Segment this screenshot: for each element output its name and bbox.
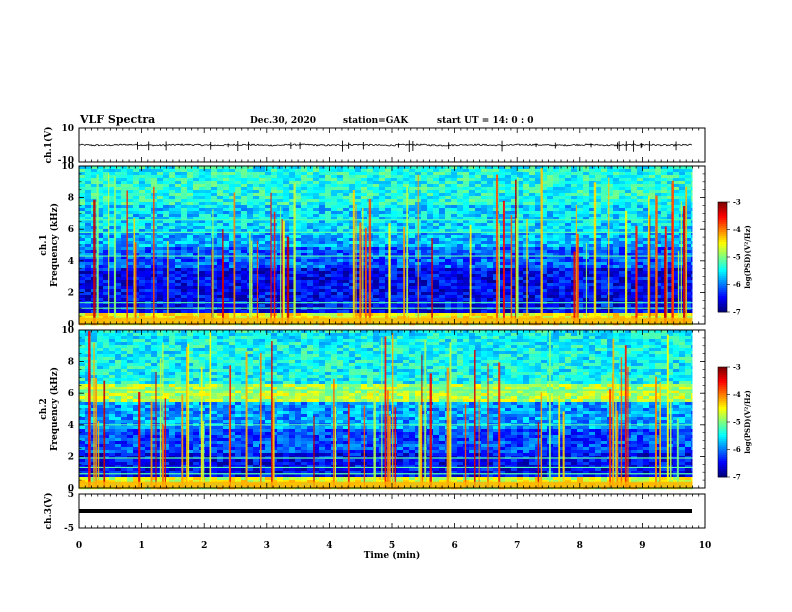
ch1-spectrogram-yticks: 0 2 4 6 8 10: [61, 162, 705, 330]
ch2-spectrogram-image: [79, 330, 705, 490]
frequency-tick-label: 6: [68, 225, 74, 235]
frequency-tick-label: 0: [68, 484, 74, 494]
ch2-spectrogram-ylabel-channel: ch.2: [39, 398, 49, 419]
time-tick-label: 1: [138, 541, 144, 551]
colorbar-tick-label: -6: [733, 280, 741, 289]
time-tick-label: 7: [514, 541, 520, 551]
ch1-ytick-top: 10: [61, 124, 74, 134]
time-tick-label: 0: [76, 541, 82, 551]
ch3-ytick-top: 5: [68, 490, 74, 500]
ch1-waveform-line: [78, 143, 693, 147]
colorbar-tick-label: -6: [733, 445, 741, 454]
ch1-spectrogram-image: [79, 166, 705, 326]
frequency-tick-label: 4: [68, 257, 74, 267]
ch1-waveform-spikes: [137, 140, 677, 153]
time-tick-label: 6: [451, 541, 457, 551]
ch1-colorbar-gradient: [718, 202, 727, 313]
time-tick-label: 9: [639, 541, 645, 551]
frequency-tick-label: 0: [68, 320, 74, 330]
time-tick-label: 5: [389, 541, 395, 551]
ch1-spectrogram-ylabel-channel: ch.1: [39, 234, 49, 255]
ch3-ytick-bottom: -5: [64, 524, 74, 534]
ch2-spectrogram-ylabel-frequency: Frequency (kHz): [49, 367, 60, 451]
time-tick-label: 2: [201, 541, 207, 551]
frequency-tick-label: 2: [68, 452, 74, 462]
time-tick-label: 8: [577, 541, 583, 551]
ch2-colorbar-label: log(PSD)(V²/Hz): [743, 390, 752, 454]
ch3-waveform-ticks: [78, 494, 706, 528]
ch1-spectrogram-ylabel-frequency: Frequency (kHz): [49, 203, 60, 287]
time-tick-label: 4: [326, 541, 332, 551]
ch1-spectrogram-panel: 0 2 4 6 8 10 ch.1 Frequency (kHz): [39, 162, 706, 330]
colorbar-tick-label: -5: [733, 418, 741, 427]
ch1-colorbar-label: log(PSD)(V²/Hz): [743, 225, 752, 289]
ch1-waveform-panel: 10 -10 ch.1(V): [43, 124, 706, 166]
ch1-ytick-bottom: -10: [58, 156, 74, 166]
ch1-colorbar-ticks: -3 -4 -5 -6 -7: [727, 198, 741, 317]
colorbar-tick-label: -3: [733, 363, 741, 372]
station-label: station=GAK: [343, 116, 409, 126]
time-axis-label: Time (min): [364, 550, 421, 561]
frequency-tick-label: 4: [68, 421, 74, 431]
colorbar-tick-label: -4: [733, 390, 741, 399]
ch2-spectrogram-ticks: [78, 330, 706, 488]
ch1-colorbar: -3 -4 -5 -6 -7 log(PSD)(V²/Hz): [717, 198, 752, 317]
ch2-colorbar-gradient: [718, 367, 727, 478]
frequency-tick-label: 6: [68, 389, 74, 399]
frequency-tick-label: 10: [61, 162, 74, 172]
time-tick-label: 10: [699, 541, 712, 551]
ch3-waveform-ylabel: ch.3(V): [43, 493, 54, 530]
frequency-tick-label: 10: [61, 326, 74, 336]
ch1-waveform-ticks: [78, 128, 706, 162]
date-label: Dec.30, 2020: [250, 116, 316, 126]
colorbar-tick-label: -3: [733, 198, 741, 207]
ch1-spectrogram-ticks: [78, 166, 706, 324]
ch1-waveform-ylabel: ch.1(V): [43, 127, 54, 164]
frequency-tick-label: 8: [68, 194, 74, 204]
start-ut-label: start UT = 14: 0 : 0: [437, 116, 534, 126]
colorbar-tick-label: -7: [733, 308, 741, 317]
ch2-spectrogram-yticks: 0 2 4 6 8 10: [61, 326, 705, 494]
colorbar-tick-label: -5: [733, 253, 741, 262]
time-axis-tick-labels: 0 1 2 3 4 5 6 7 8 9 10: [76, 541, 711, 551]
ch2-colorbar-ticks: -3 -4 -5 -6 -7: [727, 363, 741, 482]
figure-title: VLF Spectra: [79, 113, 155, 126]
colorbar-tick-label: -4: [733, 225, 741, 234]
colorbar-tick-label: -7: [733, 473, 741, 482]
ch3-waveform-panel: 5 -5 ch.3(V): [43, 490, 706, 534]
ch2-spectrogram-panel: 0 2 4 6 8 10 ch.2 Frequency (kHz): [39, 326, 706, 494]
frequency-tick-label: 2: [68, 288, 74, 298]
time-tick-label: 3: [264, 541, 270, 551]
ch2-colorbar: -3 -4 -5 -6 -7 log(PSD)(V²/Hz): [717, 363, 752, 482]
frequency-tick-label: 8: [68, 358, 74, 368]
